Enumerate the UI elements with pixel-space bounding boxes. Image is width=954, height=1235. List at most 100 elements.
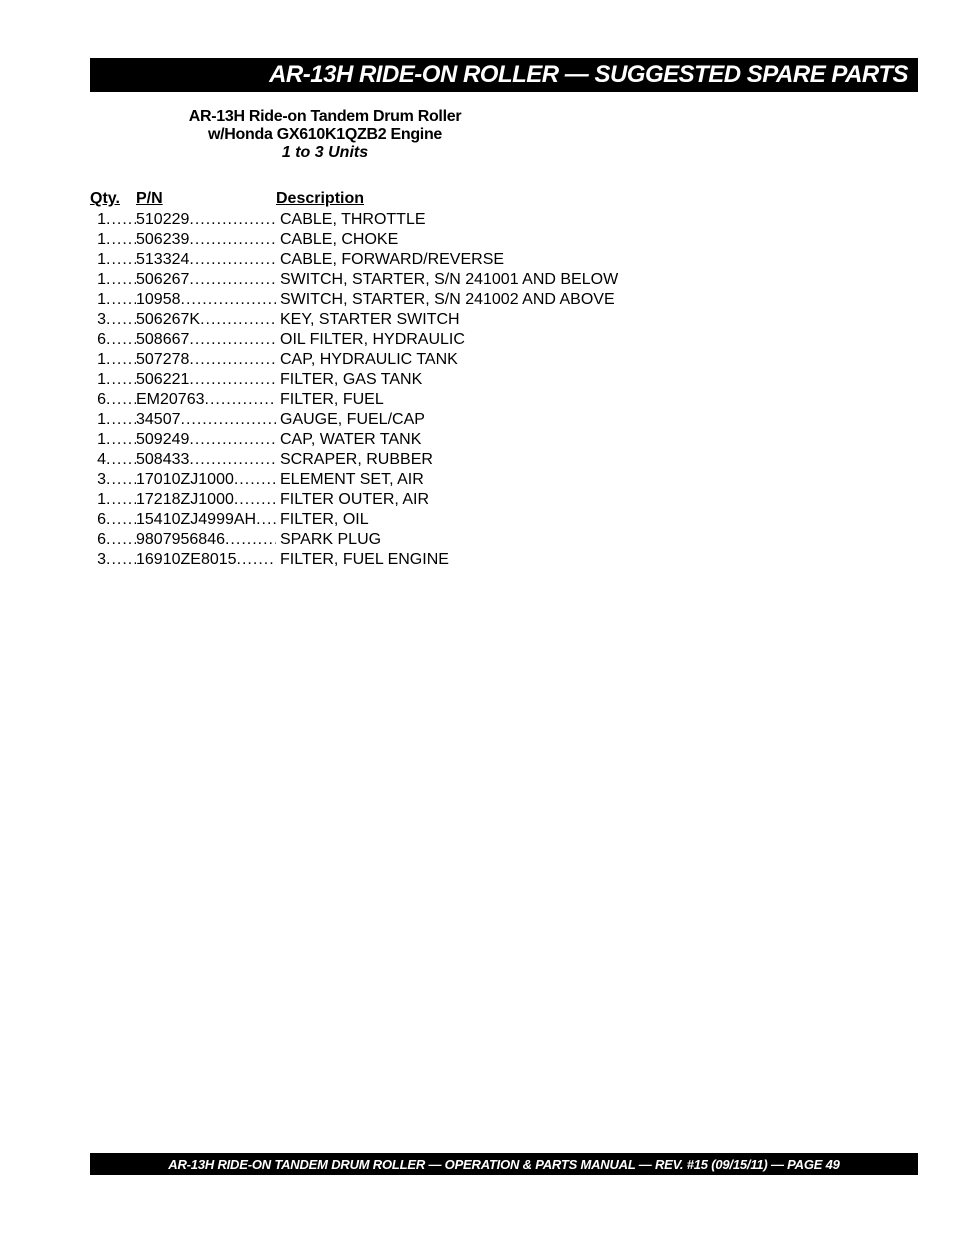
cell-desc: CAP, HYDRAULIC TANK: [276, 350, 458, 370]
cell-qty: 1: [90, 210, 106, 230]
pn-text: 509249: [136, 430, 189, 450]
cell-qty: 1: [90, 490, 106, 510]
cell-qty: 1: [90, 270, 106, 290]
dot-leader: [106, 550, 136, 570]
pn-text: 508433: [136, 450, 189, 470]
col-header-pn: P/N: [136, 190, 276, 208]
dot-leader: [106, 210, 136, 230]
dot-leader: [189, 270, 276, 290]
col-header-desc: Description: [276, 190, 364, 208]
pn-text: 9807956846: [136, 530, 225, 550]
pn-text: 10958: [136, 290, 181, 310]
table-row: 6 9807956846 SPARK PLUG: [90, 530, 618, 550]
table-row: 1509249CAP, WATER TANK: [90, 430, 618, 450]
cell-qty: 6: [90, 510, 106, 530]
pn-text: 506267K: [136, 310, 200, 330]
cell-desc: SWITCH, STARTER, S/N 241002 AND ABOVE: [276, 290, 615, 310]
dot-leader: [234, 470, 276, 490]
pn-text: 506221: [136, 370, 189, 390]
cell-pn: 509249: [136, 430, 276, 450]
pn-text: 510229: [136, 210, 189, 230]
dot-leader: [189, 370, 276, 390]
pn-text: 506239: [136, 230, 189, 250]
cell-pn: 507278: [136, 350, 276, 370]
cell-desc: CABLE, CHOKE: [276, 230, 398, 250]
cell-pn: 10958: [136, 290, 276, 310]
table-row: 1506221FILTER, GAS TANK: [90, 370, 618, 390]
dot-leader: [106, 410, 136, 430]
dot-leader: [106, 290, 136, 310]
table-row: 317010ZJ1000ELEMENT SET, AIR: [90, 470, 618, 490]
table-row: 6 15410ZJ4999AH FILTER, OIL: [90, 510, 618, 530]
page-title: AR-13H RIDE-ON ROLLER — SUGGESTED SPARE …: [269, 61, 908, 89]
pn-text: 506267: [136, 270, 189, 290]
column-headers: Qty. P/N Description: [90, 190, 618, 208]
cell-pn: 508667: [136, 330, 276, 350]
cell-pn: 16910ZE8015: [136, 550, 276, 570]
pn-text: EM20763: [136, 390, 205, 410]
table-row: 1507278CAP, HYDRAULIC TANK: [90, 350, 618, 370]
cell-qty: 1: [90, 230, 106, 250]
dot-leader: [225, 530, 276, 550]
cell-pn: 510229: [136, 210, 276, 230]
table-row: 1 513324 CABLE, FORWARD/REVERSE: [90, 250, 618, 270]
cell-desc: ELEMENT SET, AIR: [276, 470, 424, 490]
dot-leader: [189, 330, 276, 350]
table-row: 3506267KKEY, STARTER SWITCH: [90, 310, 618, 330]
dot-leader: [181, 410, 277, 430]
cell-desc: CABLE, FORWARD/REVERSE: [276, 250, 504, 270]
dot-leader: [106, 310, 136, 330]
table-row: 6 EM20763 FILTER, FUEL: [90, 390, 618, 410]
table-row: 1506267SWITCH, STARTER, S/N 241001 AND B…: [90, 270, 618, 290]
subtitle-block: AR-13H Ride-on Tandem Drum Roller w/Hond…: [90, 108, 560, 162]
pn-text: 508667: [136, 330, 189, 350]
cell-desc: SPARK PLUG: [276, 530, 381, 550]
pn-text: 16910ZE8015: [136, 550, 237, 570]
cell-qty: 1: [90, 410, 106, 430]
table-row: 1 34507 GAUGE, FUEL/CAP: [90, 410, 618, 430]
cell-pn: 15410ZJ4999AH: [136, 510, 276, 530]
cell-pn: 506221: [136, 370, 276, 390]
pn-text: 17010ZJ1000: [136, 470, 234, 490]
cell-qty: 1: [90, 250, 106, 270]
table-row: 4 508433 SCRAPER, RUBBER: [90, 450, 618, 470]
cell-qty: 4: [90, 450, 106, 470]
dot-leader: [106, 490, 136, 510]
dot-leader: [106, 370, 136, 390]
cell-qty: 6: [90, 530, 106, 550]
cell-desc: SCRAPER, RUBBER: [276, 450, 433, 470]
table-row: 6508667OIL FILTER, HYDRAULIC: [90, 330, 618, 350]
cell-pn: 506267: [136, 270, 276, 290]
pn-text: 15410ZJ4999AH: [136, 510, 256, 530]
footer-text: AR-13H RIDE-ON TANDEM DRUM ROLLER — OPER…: [168, 1157, 839, 1172]
pn-text: 34507: [136, 410, 181, 430]
dot-leader: [106, 390, 136, 410]
dot-leader: [205, 390, 277, 410]
dot-leader: [189, 430, 276, 450]
dot-leader: [106, 270, 136, 290]
dot-leader: [106, 230, 136, 250]
rows-container: 1510229CABLE, THROTTLE1506239CABLE, CHOK…: [90, 210, 618, 570]
dot-leader: [106, 350, 136, 370]
footer-bar: AR-13H RIDE-ON TANDEM DRUM ROLLER — OPER…: [90, 1153, 918, 1175]
pn-text: 513324: [136, 250, 189, 270]
cell-desc: FILTER, OIL: [276, 510, 369, 530]
pn-text: 17218ZJ1000: [136, 490, 234, 510]
cell-qty: 6: [90, 390, 106, 410]
cell-desc: GAUGE, FUEL/CAP: [276, 410, 425, 430]
dot-leader: [106, 250, 136, 270]
cell-pn: 17010ZJ1000: [136, 470, 276, 490]
cell-desc: FILTER, FUEL ENGINE: [276, 550, 449, 570]
dot-leader: [234, 490, 276, 510]
pn-text: 507278: [136, 350, 189, 370]
cell-pn: 506267K: [136, 310, 276, 330]
header-bar: AR-13H RIDE-ON ROLLER — SUGGESTED SPARE …: [90, 58, 918, 92]
cell-qty: 3: [90, 310, 106, 330]
table-row: 1 506239 CABLE, CHOKE: [90, 230, 618, 250]
cell-pn: 17218ZJ1000: [136, 490, 276, 510]
cell-qty: 1: [90, 430, 106, 450]
dot-leader: [106, 530, 136, 550]
cell-qty: 1: [90, 290, 106, 310]
cell-desc: FILTER, FUEL: [276, 390, 384, 410]
dot-leader: [189, 210, 276, 230]
